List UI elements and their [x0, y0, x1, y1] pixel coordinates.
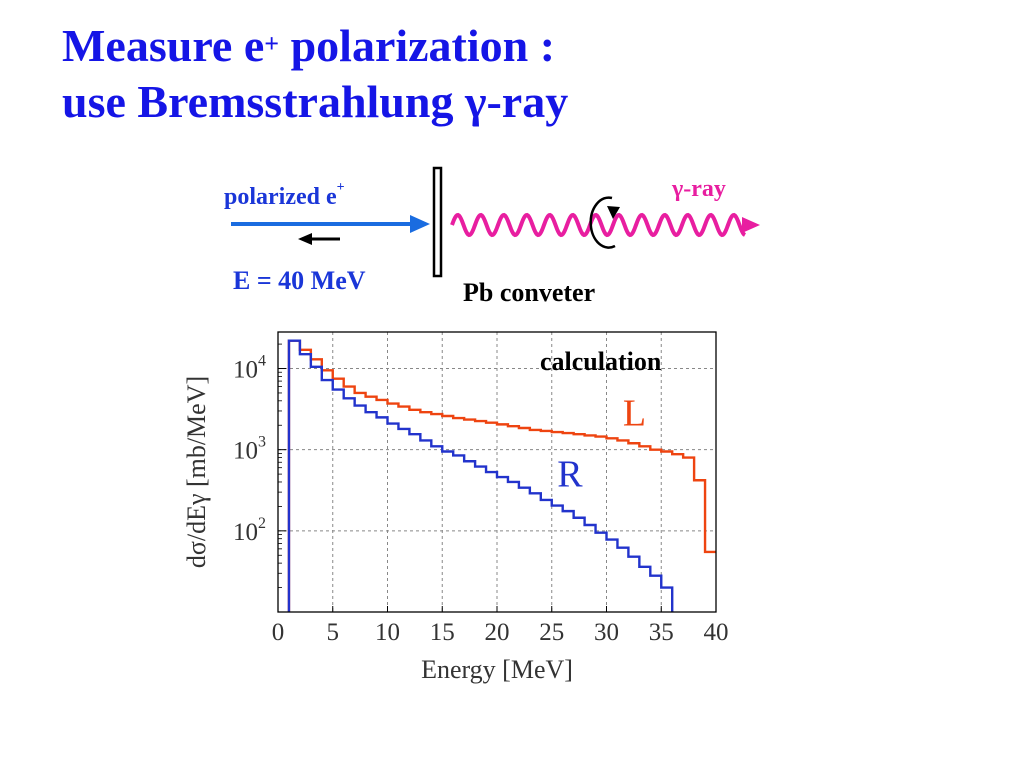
- y-tick-label: 103: [233, 434, 266, 465]
- series-label-L: L: [623, 392, 646, 434]
- series-L-line: [287, 339, 716, 612]
- title-superscript: +: [264, 29, 280, 58]
- spin-arrowhead: [298, 233, 312, 245]
- gamma-wave: [450, 212, 746, 238]
- beam-label-sup: +: [336, 180, 345, 195]
- circular-polarization-icon: [589, 196, 616, 249]
- rotation-arrowhead: [607, 206, 620, 219]
- beam-label: polarized e+: [224, 180, 345, 211]
- y-tick-exponent: 2: [258, 515, 266, 532]
- title-line-1-text: Measure e: [62, 20, 265, 71]
- slide-title: Measure e+ polarization : use Bremsstrah…: [62, 18, 568, 130]
- title-line-2: use Bremsstrahlung γ-ray: [62, 76, 569, 127]
- title-line-1-suffix: polarization :: [279, 20, 556, 71]
- beam-label-text: polarized e: [224, 184, 337, 210]
- series-label-R: R: [557, 454, 583, 496]
- pb-converter-plate: [432, 166, 443, 278]
- x-tick-label: 25: [539, 619, 564, 646]
- x-tick-label: 35: [649, 619, 674, 646]
- x-tick-label: 0: [272, 619, 285, 646]
- x-tick-label: 40: [704, 619, 729, 646]
- title-line-1: Measure e+ polarization :: [62, 18, 568, 74]
- y-tick-exponent: 4: [258, 353, 266, 370]
- chart-annotation: calculation: [540, 347, 662, 376]
- x-tick-label: 30: [594, 619, 619, 646]
- converter-label: Pb conveter: [463, 278, 596, 307]
- gamma-ray-label: γ-ray: [672, 176, 726, 202]
- y-axis-label: dσ/dEγ [mb/MeV]: [182, 376, 211, 568]
- x-tick-label: 5: [327, 619, 340, 646]
- beam-arrowhead: [410, 215, 430, 233]
- series-labels: LR: [557, 392, 646, 495]
- y-tick-base: 10: [233, 357, 258, 384]
- x-tick-label: 10: [375, 619, 400, 646]
- y-tick-base: 10: [233, 438, 258, 465]
- y-tick-label: 102: [233, 515, 266, 546]
- gamma-arrowhead: [742, 217, 760, 233]
- y-tick-label: 104: [233, 353, 266, 384]
- x-axis-label: Energy [MeV]: [421, 655, 573, 684]
- y-tick-exponent: 3: [258, 434, 266, 451]
- energy-label: E = 40 MeV: [233, 266, 366, 295]
- x-tick-label: 15: [430, 619, 455, 646]
- chart-series: [287, 339, 716, 612]
- y-tick-base: 10: [233, 519, 258, 546]
- x-tick-label: 20: [485, 619, 510, 646]
- series-R-line: [287, 339, 674, 612]
